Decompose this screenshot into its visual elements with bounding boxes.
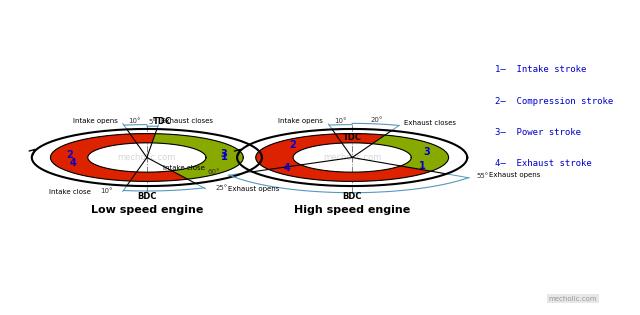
Text: 10°: 10° (129, 117, 141, 123)
Polygon shape (51, 134, 188, 181)
Text: BDC: BDC (137, 192, 157, 201)
Text: mecholic.com: mecholic.com (548, 296, 597, 302)
Polygon shape (269, 134, 449, 181)
Text: TDC: TDC (342, 133, 362, 141)
Text: Low speed engine: Low speed engine (91, 205, 203, 215)
Text: Exhaust opens: Exhaust opens (489, 172, 540, 178)
Text: Intake opens: Intake opens (73, 117, 118, 123)
Text: Exhaust closes: Exhaust closes (404, 120, 456, 126)
Polygon shape (256, 134, 385, 169)
Text: Exhaust closes: Exhaust closes (161, 118, 213, 124)
Text: Intake opens: Intake opens (278, 118, 323, 124)
Text: 20°: 20° (371, 117, 383, 123)
Text: 3–  Power stroke: 3– Power stroke (495, 128, 581, 137)
Text: 60°: 60° (207, 169, 220, 175)
Text: mecholic.com: mecholic.com (323, 153, 381, 162)
Text: 4: 4 (69, 158, 76, 168)
Text: TDC: TDC (153, 117, 172, 126)
Text: High speed engine: High speed engine (294, 205, 410, 215)
Polygon shape (152, 134, 243, 179)
Polygon shape (130, 134, 243, 181)
Text: Intake close: Intake close (49, 189, 91, 195)
Text: 2: 2 (289, 140, 296, 150)
Text: Intake close: Intake close (163, 165, 204, 171)
Text: BDC: BDC (342, 192, 362, 201)
Text: 1–  Intake stroke: 1– Intake stroke (495, 65, 587, 74)
Text: 4: 4 (283, 163, 290, 173)
Polygon shape (51, 134, 156, 181)
Text: 10°: 10° (100, 188, 113, 194)
Polygon shape (256, 134, 431, 181)
Polygon shape (372, 135, 449, 171)
Text: 1: 1 (221, 152, 228, 163)
Polygon shape (335, 134, 385, 144)
Text: 3: 3 (220, 149, 227, 159)
Text: 3: 3 (423, 147, 429, 157)
Text: 2–  Compression stroke: 2– Compression stroke (495, 97, 614, 106)
Text: mecholic.com: mecholic.com (118, 153, 176, 162)
Text: 1: 1 (419, 161, 426, 171)
Text: 5°: 5° (148, 119, 156, 125)
Text: 10°: 10° (334, 118, 346, 124)
Text: 25°: 25° (215, 185, 228, 191)
Text: 4–  Exhaust stroke: 4– Exhaust stroke (495, 159, 592, 168)
Text: Exhaust opens: Exhaust opens (228, 186, 280, 192)
Polygon shape (130, 134, 156, 143)
Text: 2: 2 (67, 150, 73, 160)
Text: 55°: 55° (476, 173, 488, 179)
